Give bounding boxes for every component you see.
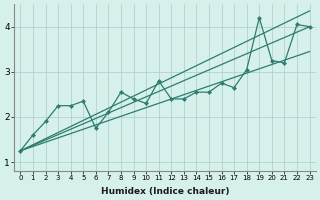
X-axis label: Humidex (Indice chaleur): Humidex (Indice chaleur) — [101, 187, 229, 196]
